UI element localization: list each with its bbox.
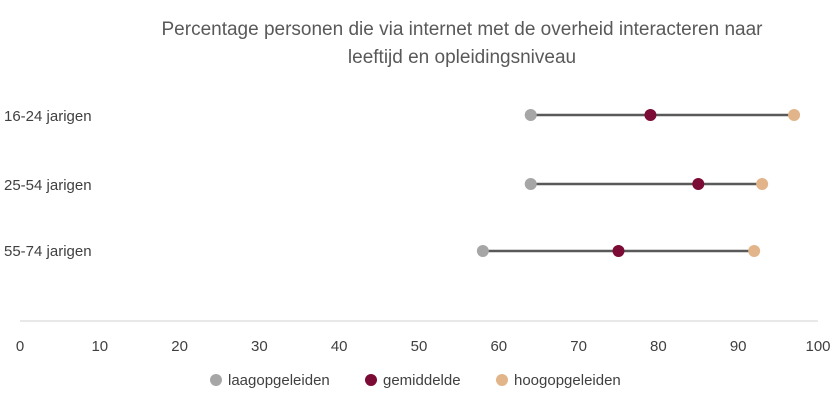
point-gemiddelde-row-1: [644, 109, 657, 121]
point-laagopgeleiden-row-1: [524, 109, 537, 121]
legend-marker-laagopgeleiden: [210, 374, 222, 386]
point-hoogopgeleiden-row-2: [756, 178, 769, 190]
legend-label-hoogopgeleiden: hoogopgeleiden: [514, 372, 621, 389]
point-gemiddelde-row-3: [612, 245, 625, 257]
legend-marker-gemiddelde: [365, 374, 377, 386]
x-tick-label-0: 0: [16, 338, 24, 355]
x-tick-label-50: 50: [411, 338, 428, 355]
category-label-16-24: 16-24 jarigen: [4, 108, 92, 125]
point-hoogopgeleiden-row-3: [748, 245, 761, 257]
legend-label-gemiddelde: gemiddelde: [383, 372, 461, 389]
x-tick-label-80: 80: [650, 338, 667, 355]
legend: laagopgeleiden gemiddelde hoogopgeleiden: [210, 372, 621, 389]
x-tick-label-30: 30: [251, 338, 268, 355]
x-tick-label-40: 40: [331, 338, 348, 355]
x-axis-ticks: 0 10 20 30 40 50 60 70 80 90 100: [16, 338, 831, 355]
dumbbell-series-group: [476, 109, 801, 257]
chart-title-line-2: leeftijd en opleidingsniveau: [348, 47, 576, 68]
x-tick-label-20: 20: [171, 338, 188, 355]
x-tick-label-70: 70: [570, 338, 587, 355]
point-hoogopgeleiden-row-1: [788, 109, 801, 121]
legend-label-laagopgeleiden: laagopgeleiden: [228, 372, 330, 389]
chart-title-line-1: Percentage personen die via internet met…: [162, 19, 764, 40]
category-label-55-74: 55-74 jarigen: [4, 243, 92, 260]
category-labels: 16-24 jarigen 25-54 jarigen 55-74 jarige…: [4, 108, 92, 260]
point-laagopgeleiden-row-3: [476, 245, 489, 257]
point-gemiddelde-row-2: [692, 178, 705, 190]
legend-marker-hoogopgeleiden: [496, 374, 508, 386]
x-tick-label-60: 60: [490, 338, 507, 355]
x-tick-label-100: 100: [805, 338, 830, 355]
category-label-25-54: 25-54 jarigen: [4, 177, 92, 194]
point-laagopgeleiden-row-2: [524, 178, 537, 190]
x-tick-label-90: 90: [730, 338, 747, 355]
x-tick-label-10: 10: [91, 338, 108, 355]
